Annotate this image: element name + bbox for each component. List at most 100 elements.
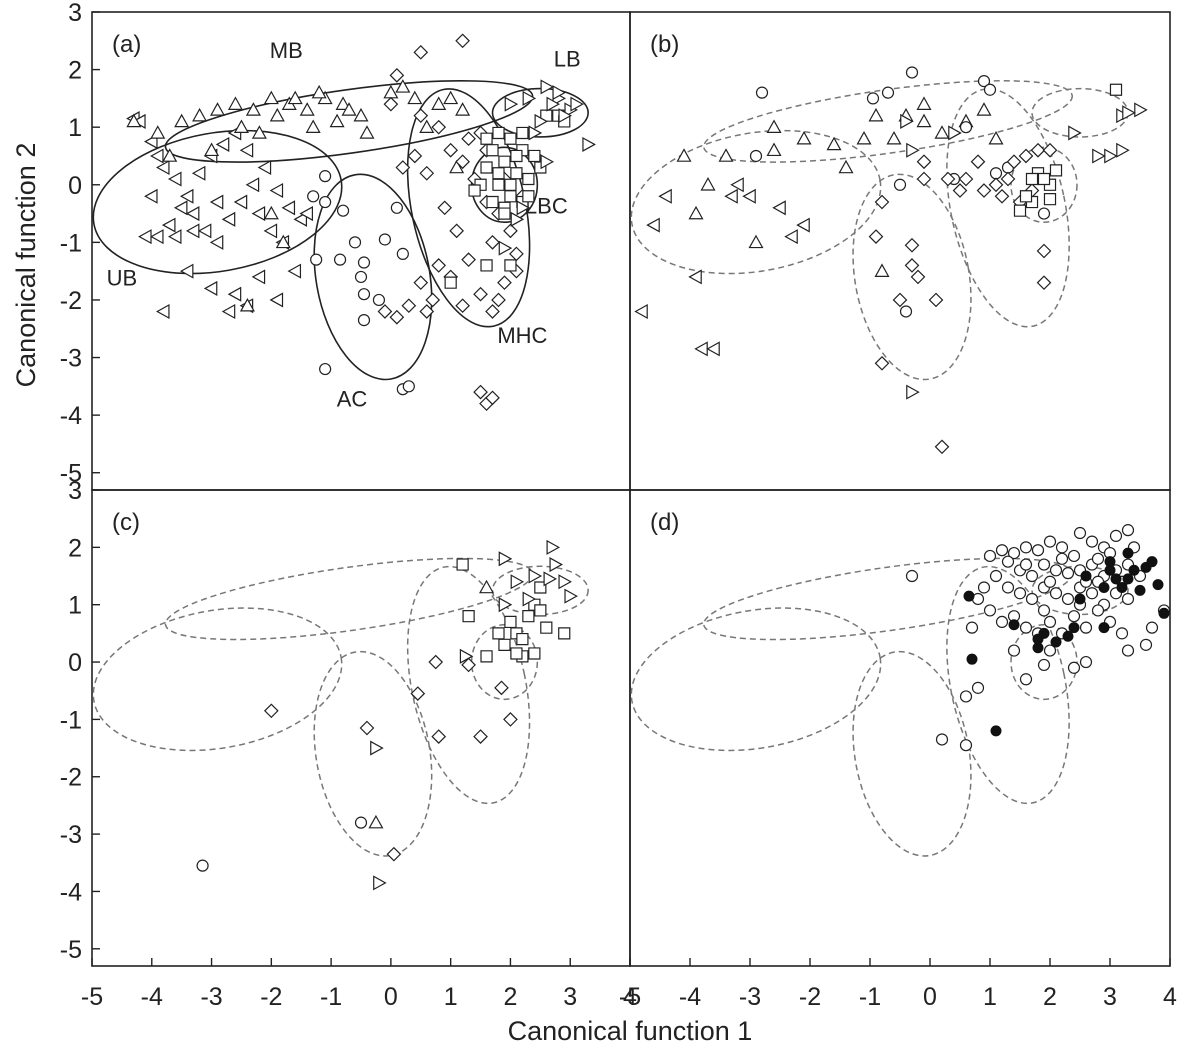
- point-ub: [155, 303, 170, 319]
- point-lb: [552, 85, 567, 101]
- point-lbc: [504, 615, 517, 629]
- point-lb: [948, 125, 962, 141]
- point-lb: [522, 591, 537, 607]
- point-mb: [455, 102, 471, 116]
- point-lb: [1092, 148, 1106, 164]
- point-mb: [192, 107, 208, 122]
- point-open-circles: [1001, 555, 1015, 568]
- point-open-circles: [995, 615, 1009, 629]
- point-mb: [233, 119, 249, 133]
- point-ac: [755, 86, 769, 99]
- point-mb: [335, 96, 351, 110]
- point-ac: [357, 314, 371, 327]
- x-tick-label: 0: [923, 983, 937, 1011]
- point-mb: [162, 148, 178, 162]
- point-mb: [150, 125, 166, 139]
- ellipse-ub: [630, 607, 882, 752]
- point-mhc: [940, 171, 956, 187]
- point-mhc: [443, 142, 459, 158]
- point-lb: [504, 96, 519, 112]
- y-tick-label: 2: [68, 534, 82, 562]
- point-mhc: [1018, 148, 1034, 164]
- point-mhc: [401, 298, 417, 314]
- point-lbc: [498, 207, 511, 220]
- point-mhc: [928, 292, 944, 308]
- point-ub: [263, 223, 278, 239]
- point-lbc: [444, 276, 457, 289]
- point-lbc: [534, 604, 547, 617]
- point-filled-circles: [1080, 570, 1092, 582]
- y-tick-label: -5: [60, 936, 82, 964]
- point-ac: [319, 170, 332, 183]
- x-tick-label: 4: [1163, 983, 1177, 1011]
- point-filled-circles: [1074, 593, 1086, 605]
- point-mhc: [425, 292, 441, 308]
- point-open-circles: [935, 733, 949, 746]
- point-lb: [906, 384, 920, 400]
- point-lbc: [528, 647, 541, 660]
- point-ub: [161, 217, 176, 233]
- point-lbc: [528, 149, 541, 163]
- point-mb: [443, 90, 459, 105]
- y-tick-label: 3: [68, 477, 82, 505]
- group-label-mb: MB: [270, 38, 303, 63]
- point-open-circles: [1091, 604, 1105, 617]
- point-lbc: [498, 155, 511, 168]
- point-open-circles: [1037, 558, 1051, 571]
- point-mhc: [413, 275, 429, 291]
- panel-4: (d): [629, 489, 1171, 967]
- point-lb: [510, 211, 525, 227]
- point-ub: [144, 188, 158, 204]
- point-open-circles: [1139, 638, 1153, 651]
- point-open-circles: [1001, 581, 1015, 594]
- point-ub: [221, 303, 236, 319]
- tick-labels: -5 -4 -3 -2 -1 0 1 2 3 4-5 -4 -3 -2 -1 0 1 2 3 43210-1-2-3…: [60, 0, 1177, 1011]
- point-mhc: [916, 154, 932, 170]
- y-tick-label: -1: [60, 706, 82, 734]
- point-mb: [299, 102, 315, 116]
- point-ub: [293, 211, 308, 227]
- y-tick-label: -3: [60, 345, 82, 373]
- point-mhc: [437, 200, 453, 216]
- point-ub: [221, 211, 236, 227]
- point-ub: [179, 188, 194, 204]
- point-mb: [239, 297, 255, 312]
- point-ub: [209, 234, 224, 250]
- point-mb: [826, 136, 842, 151]
- point-open-circles: [1007, 644, 1021, 657]
- point-mb: [269, 107, 285, 122]
- point-open-circles: [1073, 526, 1087, 540]
- panel-label: (a): [112, 31, 141, 58]
- point-lb: [498, 551, 513, 567]
- y-tick-label: -3: [60, 821, 82, 849]
- point-open-circles: [1025, 592, 1039, 606]
- point-filled-circles: [1134, 584, 1146, 596]
- ellipse-ac: [852, 173, 972, 381]
- point-open-circles: [1019, 541, 1033, 554]
- point-mb: [676, 148, 692, 162]
- point-ub: [251, 206, 266, 222]
- point-lbc: [492, 627, 505, 640]
- point-lbc: [1049, 164, 1063, 177]
- point-mhc: [904, 237, 920, 253]
- point-mb: [311, 84, 327, 99]
- x-tick-label: 1: [444, 983, 458, 1011]
- point-open-circles: [959, 690, 973, 703]
- x-tick-label: 2: [1043, 983, 1057, 1011]
- y-tick-label: 2: [68, 57, 82, 85]
- point-mhc: [509, 246, 524, 262]
- point-mb: [886, 130, 902, 145]
- point-open-circles: [1121, 644, 1135, 657]
- panel-frame: [91, 11, 631, 491]
- point-ub: [730, 177, 744, 193]
- point-ac: [881, 86, 895, 99]
- point-mb: [126, 113, 142, 128]
- point-mb: [383, 84, 399, 99]
- point-mb: [796, 130, 812, 145]
- point-mhc: [431, 729, 447, 744]
- point-open-circles: [965, 621, 979, 634]
- x-tick-label: -2: [260, 983, 282, 1011]
- point-mhc: [485, 304, 500, 319]
- point-ac: [977, 75, 991, 88]
- point-lb: [516, 200, 531, 216]
